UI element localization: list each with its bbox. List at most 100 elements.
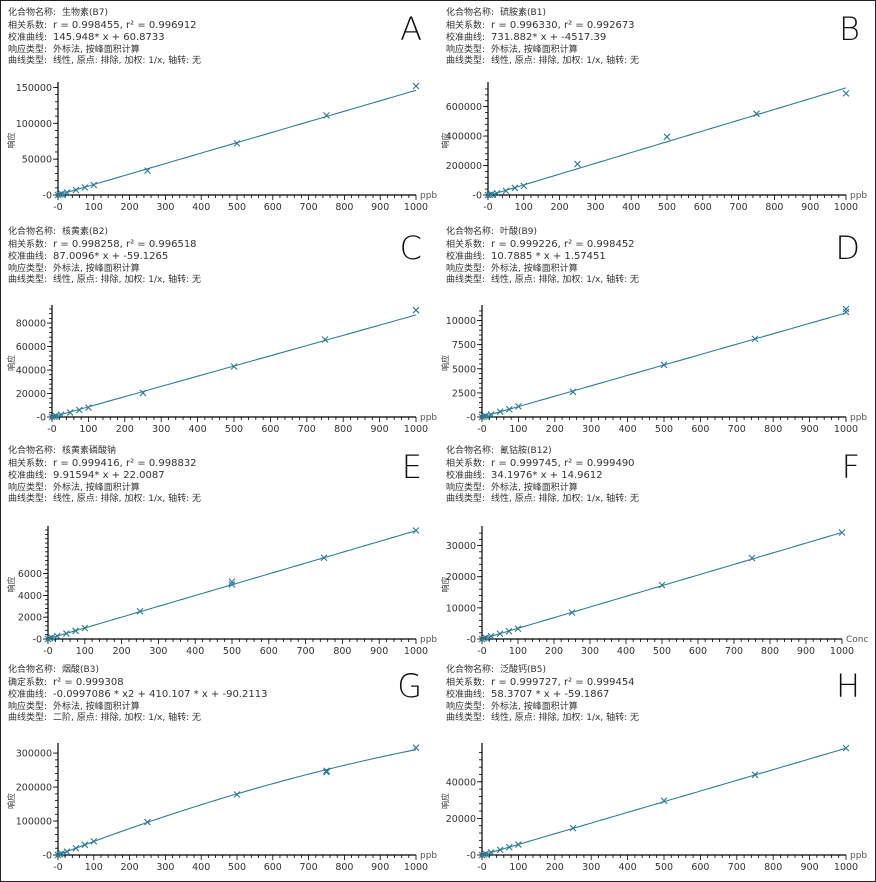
y-tick-label: 10000 (446, 603, 476, 614)
data-point (488, 191, 495, 198)
response-type-row: 响应类型: 外标法, 按峰面积计算 (8, 483, 201, 495)
data-point-marker-stroke (233, 791, 241, 798)
compound-info: 化合物名称: 生物素(B7) 相关系数: r = 0.998455, r² = 0.9… (8, 8, 201, 68)
panel-letter: B (839, 10, 860, 48)
x-tick-label: 700 (728, 862, 746, 873)
fit-statistics-value: r = 0.996330, r² = 0.992673 (491, 19, 635, 31)
x-tick-label: 700 (730, 202, 748, 213)
data-point-marker-stroke (480, 634, 488, 642)
data-point-marker-stroke (90, 838, 98, 845)
x-tick-label: 200 (545, 646, 563, 657)
y-tick-label: 600000 (446, 102, 482, 113)
data-point-marker-stroke (482, 412, 490, 420)
x-tick-label: 700 (298, 424, 316, 435)
data-point (54, 851, 62, 859)
fit-line (487, 87, 847, 196)
data-point (230, 363, 238, 370)
data-point (323, 768, 330, 776)
x-tick-label: 900 (801, 202, 819, 213)
compound-info: 化合物名称: 核黄素磷酸钠 相关系数: r = 0.999416, r² = 0.99… (8, 446, 201, 506)
data-point (505, 843, 513, 851)
x-tick-label: 700 (728, 424, 746, 435)
compound-name-label: 化合物名称: (446, 227, 495, 237)
x-tick-label: 100 (79, 424, 97, 435)
x-tick-label: 1000 (404, 862, 428, 873)
calibration-equation-value: 9.91594* x + 22.0087 (53, 470, 165, 481)
fit-statistics-label: 相关系数: (446, 677, 486, 688)
data-point (63, 188, 71, 196)
data-point-marker-stroke (751, 771, 759, 779)
x-tick-label: 400 (192, 862, 210, 873)
fit-statistics-label: 相关系数: (8, 458, 48, 469)
fit-statistics-label: 相关系数: (446, 239, 486, 250)
data-point-marker-stroke (320, 554, 328, 562)
data-point (139, 389, 147, 397)
data-point (493, 189, 501, 197)
data-point (57, 411, 65, 419)
data-point-marker-stroke (842, 308, 850, 316)
data-point (233, 791, 241, 798)
data-point-marker-stroke (412, 82, 420, 90)
y-tick-label: -0 (467, 851, 476, 862)
compound-name-label: 化合物名称: (8, 227, 57, 237)
data-point-marker-stroke (505, 405, 513, 413)
data-point-marker-stroke (75, 406, 83, 414)
response-type-value: 外标法, 按峰面积计算 (53, 263, 140, 274)
data-point (46, 634, 54, 642)
data-point-marker-stroke (488, 191, 495, 198)
data-point (487, 411, 495, 418)
chart-panel-f: 化合物名称: 氰钴胺(B12) 相关系数: r = 0.999745, r² = 0.… (438, 438, 874, 657)
compound-name-value: 核黄素磷酸钠 (62, 446, 117, 456)
curve-type-row: 曲线类型: 线性, 原点: 排除, 加权: 1/x, 轴转: 无 (446, 56, 639, 68)
calibration-equation-row: 校准曲线: 10.7885 * x + 1.57451 (446, 251, 639, 264)
data-point-marker-stroke (660, 361, 668, 369)
fit-statistics-label: 相关系数: (446, 20, 486, 31)
x-tick-label: 100 (509, 862, 527, 873)
data-point (56, 191, 64, 198)
fit-statistics-value: r = 0.999226, r² = 0.998452 (491, 238, 635, 250)
curve-type-row: 曲线类型: 线性, 原点: 排除, 加权: 1/x, 轴转: 无 (8, 56, 201, 68)
x-tick-label: 600 (260, 646, 278, 657)
data-point (482, 634, 489, 642)
data-point-marker-stroke (58, 190, 65, 198)
data-point (321, 336, 329, 343)
y-axis-label: 响应 (440, 793, 450, 809)
compound-name-row: 化合物名称: 核黄素(B2) (8, 227, 201, 239)
response-type-value: 外标法, 按峰面积计算 (53, 701, 140, 712)
x-tick-label: 300 (586, 202, 604, 213)
data-point-marker-stroke (412, 744, 420, 752)
data-point (663, 133, 671, 141)
data-point-marker-stroke (323, 112, 330, 119)
data-point-marker-stroke (228, 578, 236, 586)
x-tick-label: 500 (228, 862, 246, 873)
data-point (90, 838, 98, 845)
data-point (144, 818, 151, 826)
x-tick-label: 800 (764, 862, 782, 873)
data-point (480, 634, 488, 642)
data-point (81, 841, 89, 849)
data-point-marker-stroke (230, 363, 238, 370)
data-point-marker-stroke (54, 851, 62, 859)
y-tick-label: 300000 (16, 749, 52, 760)
data-point-marker-stroke (85, 404, 92, 411)
x-tick-label: 500 (223, 646, 241, 657)
data-point (515, 841, 522, 848)
data-point (480, 413, 488, 420)
data-point (520, 182, 528, 190)
curve-type-value: 二阶, 原点: 排除, 加权: 1/x, 轴转: 无 (53, 713, 201, 723)
data-point (502, 187, 510, 195)
data-point (72, 844, 80, 852)
data-point (44, 635, 52, 643)
curve-type-value: 线性, 原点: 排除, 加权: 1/x, 轴转: 无 (491, 275, 639, 285)
calibration-equation-label: 校准曲线: (8, 33, 48, 43)
data-point (751, 335, 759, 343)
x-tick-label: 100 (509, 646, 527, 657)
data-point-marker-stroke (505, 627, 513, 635)
data-point (63, 630, 70, 637)
response-type-value: 外标法, 按峰面积计算 (491, 482, 578, 493)
data-point (85, 404, 92, 411)
fit-line (57, 749, 417, 856)
